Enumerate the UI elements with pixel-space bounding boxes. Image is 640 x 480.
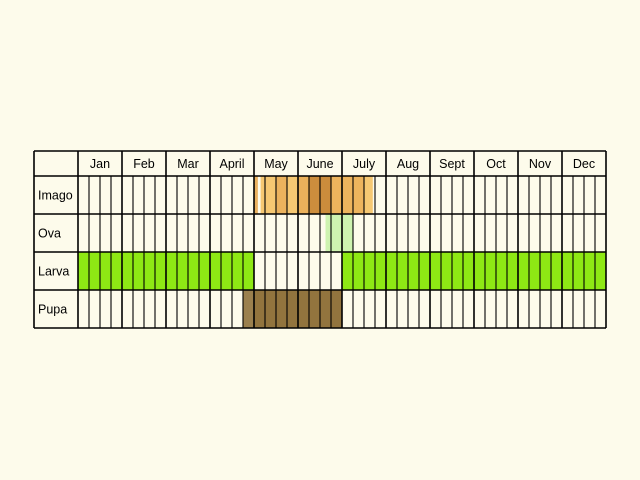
activity-bar-ova-0 xyxy=(325,214,353,252)
activity-bar-imago-4 xyxy=(298,176,309,214)
month-label-july: July xyxy=(353,157,376,171)
month-label-mar: Mar xyxy=(177,157,199,171)
stage-label-pupa: Pupa xyxy=(38,303,67,317)
month-label-nov: Nov xyxy=(529,157,552,171)
month-label-dec: Dec xyxy=(573,157,595,171)
month-label-june: June xyxy=(306,157,333,171)
month-label-may: May xyxy=(264,157,288,171)
month-label-aug: Aug xyxy=(397,157,419,171)
month-label-jan: Jan xyxy=(90,157,110,171)
stage-label-imago: Imago xyxy=(38,189,73,203)
month-label-april: April xyxy=(219,157,244,171)
month-label-sept: Sept xyxy=(439,157,465,171)
activity-bar-imago-3 xyxy=(276,176,287,214)
month-header-row: Jan Feb Mar April May June July Aug Sept… xyxy=(90,157,595,171)
activity-bar-imago-0 xyxy=(254,176,258,214)
month-label-feb: Feb xyxy=(133,157,155,171)
stage-label-ova: Ova xyxy=(38,227,61,241)
stage-label-larva: Larva xyxy=(38,265,69,279)
stage-label-column: Imago Ova Larva Pupa xyxy=(38,189,73,317)
month-label-oct: Oct xyxy=(486,157,506,171)
calendar-grid xyxy=(33,150,607,329)
